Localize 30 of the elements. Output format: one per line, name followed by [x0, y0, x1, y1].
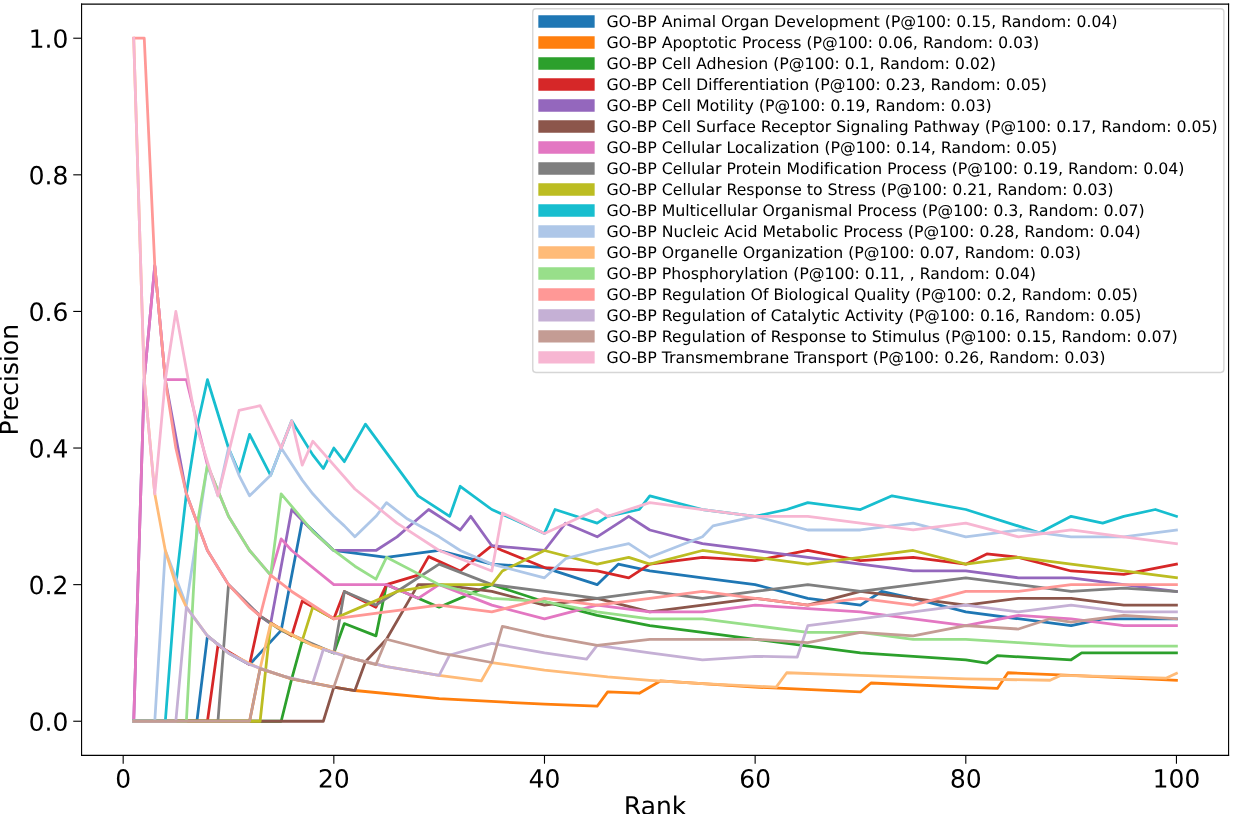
- legend-label: GO-BP Phosphorylation (P@100: 0.11, , Random: 0.04): [607, 267, 1035, 283]
- legend-label: GO-BP Cell Surface Receptor Signaling Pathway (P@100: 0.17, Random: 0.05): [607, 120, 1217, 136]
- x-axis-title: Rank: [626, 795, 687, 814]
- legend-label: GO-BP Regulation Of Biological Quality (P@100: 0.2, Random: 0.05): [607, 288, 1137, 304]
- legend-label: GO-BP Regulation of Catalytic Activity (P@100: 0.16, Random: 0.05): [607, 309, 1140, 325]
- y-tick-label: 1.0: [31, 29, 67, 49]
- legend-label: GO-BP Regulation of Response to Stimulus (P@100: 0.15, Random: 0.07): [607, 330, 1177, 346]
- legend-label: GO-BP Cellular Localization (P@100: 0.14, Random: 0.05): [607, 141, 1056, 156]
- x-tick-label: 20: [319, 769, 349, 788]
- legend-label: GO-BP Nucleic Acid Metabolic Process (P@100: 0.28, Random: 0.04): [607, 225, 1140, 240]
- legend-label: GO-BP Animal Organ Development (P@100: 0.15, Random: 0.04): [607, 15, 1117, 31]
- legend-label: GO-BP Cell Differentiation (P@100: 0.23, Random: 0.05): [607, 78, 1046, 93]
- y-tick-label: 0.4: [30, 438, 67, 458]
- legend-label: GO-BP Transmembrane Transport (P@100: 0.26, Random: 0.03): [607, 351, 1105, 367]
- legend-label: GO-BP Cellular Protein Modification Process (P@100: 0.19, Random: 0.04): [607, 162, 1184, 177]
- legend-label: GO-BP Multicellular Organismal Process (P@100: 0.3, Random: 0.07): [607, 204, 1144, 220]
- y-tick-label: 0.8: [30, 165, 67, 185]
- x-tick-label: 80: [951, 769, 981, 788]
- legend-label: GO-BP Apoptotic Process (P@100: 0.06, Random: 0.03): [607, 36, 1038, 52]
- x-tick-label: 60: [740, 769, 770, 788]
- y-tick-label: 0.6: [30, 302, 67, 322]
- y-tick-label: 0.2: [30, 575, 66, 595]
- x-tick-label: 40: [529, 769, 559, 788]
- x-tick-label: 100: [1155, 769, 1199, 788]
- legend-label: GO-BP Cellular Response to Stress (P@100: 0.21, Random: 0.03): [607, 183, 1113, 199]
- x-tick-label: 0: [116, 769, 130, 788]
- y-tick-label: 0.0: [30, 712, 67, 732]
- legend-label: GO-BP Cell Adhesion (P@100: 0.1, Random: 0.02): [607, 57, 995, 72]
- legend-label: GO-BP Cell Motility (P@100: 0.19, Random: 0.03): [607, 99, 991, 115]
- legend-label: GO-BP Organelle Organization (P@100: 0.07, Random: 0.03): [607, 246, 1080, 262]
